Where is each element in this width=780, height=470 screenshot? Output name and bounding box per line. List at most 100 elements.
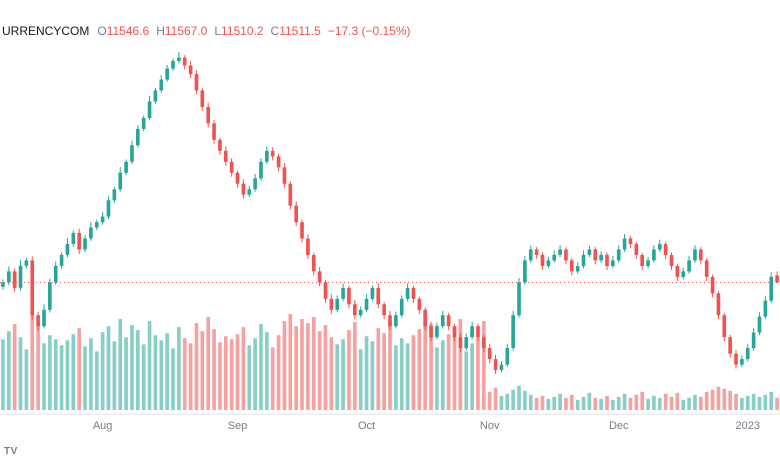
- volume-bar: [118, 319, 123, 410]
- volume-bar: [329, 337, 334, 410]
- candle-body: [394, 315, 398, 327]
- candle-body: [94, 222, 99, 228]
- x-axis-label[interactable]: Oct: [358, 420, 375, 432]
- volume-bar: [65, 340, 70, 410]
- candle-body: [435, 326, 439, 338]
- candle-body: [317, 271, 322, 283]
- candle-body: [769, 276, 774, 301]
- candle-body: [669, 255, 674, 266]
- volume-bar: [182, 338, 187, 410]
- volume-bar: [751, 393, 756, 410]
- candle-body: [253, 178, 257, 190]
- volume-bar: [71, 334, 76, 410]
- volume-bar: [716, 386, 721, 410]
- candle-body: [446, 315, 451, 327]
- candle-body: [399, 298, 404, 316]
- ohlc-legend[interactable]: URRENCYCOM O11546.6 H11567.0 L11510.2 C11511…: [2, 24, 411, 38]
- volume-bar: [399, 338, 404, 410]
- volume-bar: [364, 336, 369, 410]
- volume-bar: [12, 324, 17, 410]
- volume-bar: [581, 396, 586, 410]
- candle-body: [347, 287, 351, 305]
- volume-bar: [382, 333, 386, 410]
- candle-body: [306, 238, 310, 256]
- volume-bar: [722, 388, 727, 410]
- candle-body: [458, 337, 463, 349]
- volume-bar: [77, 328, 81, 410]
- candle-body: [505, 348, 510, 365]
- candle-body: [628, 238, 633, 245]
- candle-body: [704, 260, 709, 277]
- x-axis-label[interactable]: Aug: [93, 420, 113, 432]
- close-value: 11511.5: [279, 24, 321, 38]
- candle-body: [229, 161, 234, 173]
- volume-bar: [6, 331, 11, 410]
- candle-body: [165, 68, 169, 80]
- candle-body: [141, 117, 146, 129]
- volume-bar: [388, 320, 392, 410]
- volume-bar: [223, 336, 228, 410]
- volume-bar: [136, 330, 140, 410]
- candle-body: [675, 266, 680, 277]
- candle-body: [493, 359, 498, 371]
- candle-body: [405, 287, 410, 299]
- candle-body: [364, 298, 369, 310]
- candle-body: [687, 260, 691, 272]
- candle-body: [693, 249, 697, 261]
- volume-bar: [194, 323, 199, 410]
- high-label: H: [156, 24, 165, 38]
- candle-body: [640, 255, 644, 266]
- volume-bar: [569, 394, 574, 410]
- candle-body: [569, 260, 574, 272]
- x-axis-label[interactable]: 2023: [735, 420, 759, 432]
- volume-bar: [423, 316, 428, 410]
- candle-body: [452, 326, 457, 338]
- candle-body: [423, 309, 428, 327]
- volume-bar: [405, 343, 410, 410]
- candle-body: [376, 287, 381, 305]
- volume-bar: [112, 341, 117, 410]
- volume-bar: [241, 327, 246, 410]
- candle-body: [558, 249, 562, 255]
- x-axis-label[interactable]: Sep: [228, 420, 248, 432]
- open-value: 11546.6: [106, 24, 150, 38]
- x-axis-label[interactable]: Nov: [480, 420, 500, 432]
- volume-bar: [311, 317, 316, 410]
- candle-body: [106, 200, 111, 217]
- volume-bar: [546, 398, 551, 410]
- volume-bar: [1, 339, 5, 410]
- volume-bar: [36, 321, 40, 410]
- candle-body: [18, 265, 23, 288]
- volume-bar: [323, 325, 328, 410]
- candle-body: [1, 282, 5, 287]
- volume-bar: [53, 339, 58, 410]
- volume-bar: [417, 329, 422, 410]
- volume-bar: [300, 319, 304, 410]
- candle-body: [699, 249, 703, 261]
- candle-body: [728, 337, 732, 354]
- volume-bar: [446, 334, 451, 410]
- open-label: O: [97, 24, 107, 38]
- candle-body: [206, 107, 211, 124]
- volume-bar: [42, 343, 46, 410]
- candle-body: [59, 254, 64, 266]
- volume-bar: [517, 385, 521, 410]
- volume-bar: [728, 390, 732, 410]
- volume-bar: [200, 331, 205, 410]
- candle-body: [118, 172, 123, 190]
- candle-body: [194, 74, 199, 91]
- candle-body: [470, 326, 474, 338]
- ohlc-open: O11546.6: [97, 24, 149, 38]
- candle-body: [534, 249, 539, 255]
- volume-bar: [171, 348, 175, 410]
- candle-body: [775, 275, 779, 283]
- candle-body: [652, 249, 656, 261]
- volume-bar: [470, 343, 474, 410]
- candle-body: [218, 139, 222, 151]
- candle-body: [716, 293, 721, 316]
- tradingview-watermark[interactable]: TV: [4, 446, 18, 457]
- volume-bar: [587, 392, 592, 410]
- x-axis-label[interactable]: Dec: [609, 420, 629, 432]
